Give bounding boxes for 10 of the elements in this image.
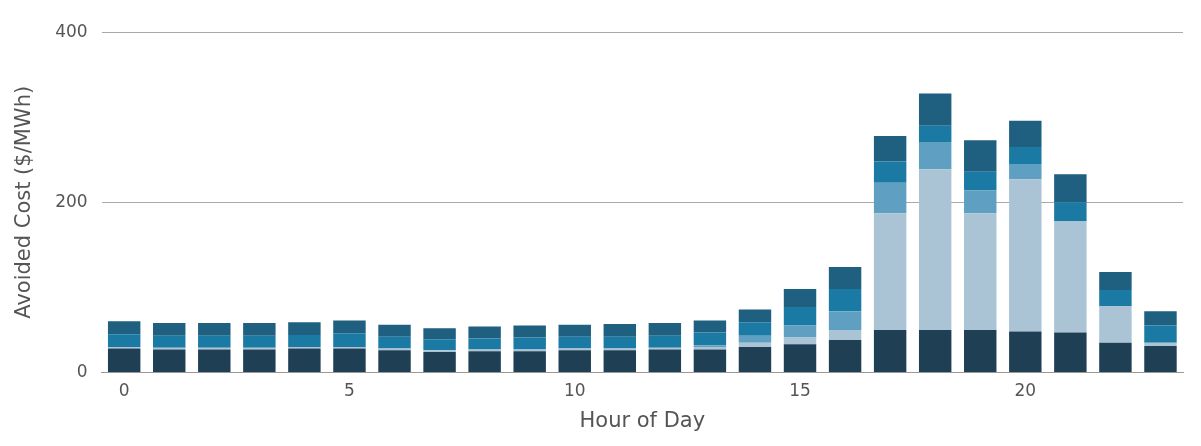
x-axis-title: Hour of Day (579, 407, 706, 432)
x-tick-label: 10 (563, 380, 586, 401)
y-tick-label: 400 (55, 20, 88, 41)
y-axis-title: Avoided Cost ($/MWh) (11, 85, 36, 319)
x-tick-label: 20 (1014, 380, 1037, 401)
y-tick-label: 200 (55, 190, 88, 211)
x-tick-label: 0 (118, 380, 130, 401)
x-tick-label: 15 (789, 380, 811, 401)
x-tick-label: 5 (344, 380, 355, 401)
y-tick-label: 0 (76, 360, 88, 381)
